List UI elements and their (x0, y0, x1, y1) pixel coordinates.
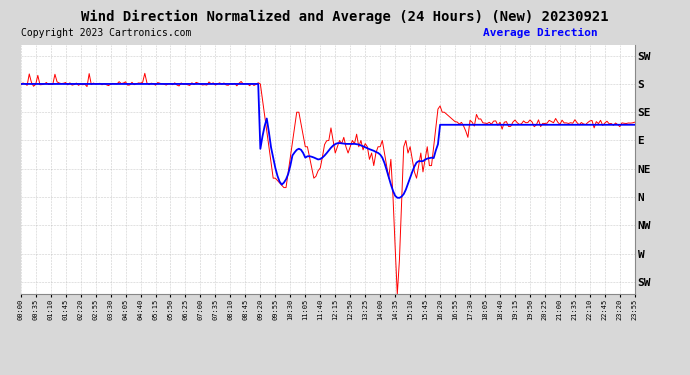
Text: Wind Direction Normalized and Average (24 Hours) (New) 20230921: Wind Direction Normalized and Average (2… (81, 9, 609, 24)
Text: Copyright 2023 Cartronics.com: Copyright 2023 Cartronics.com (21, 28, 191, 38)
Text: Average Direction: Average Direction (483, 28, 598, 38)
